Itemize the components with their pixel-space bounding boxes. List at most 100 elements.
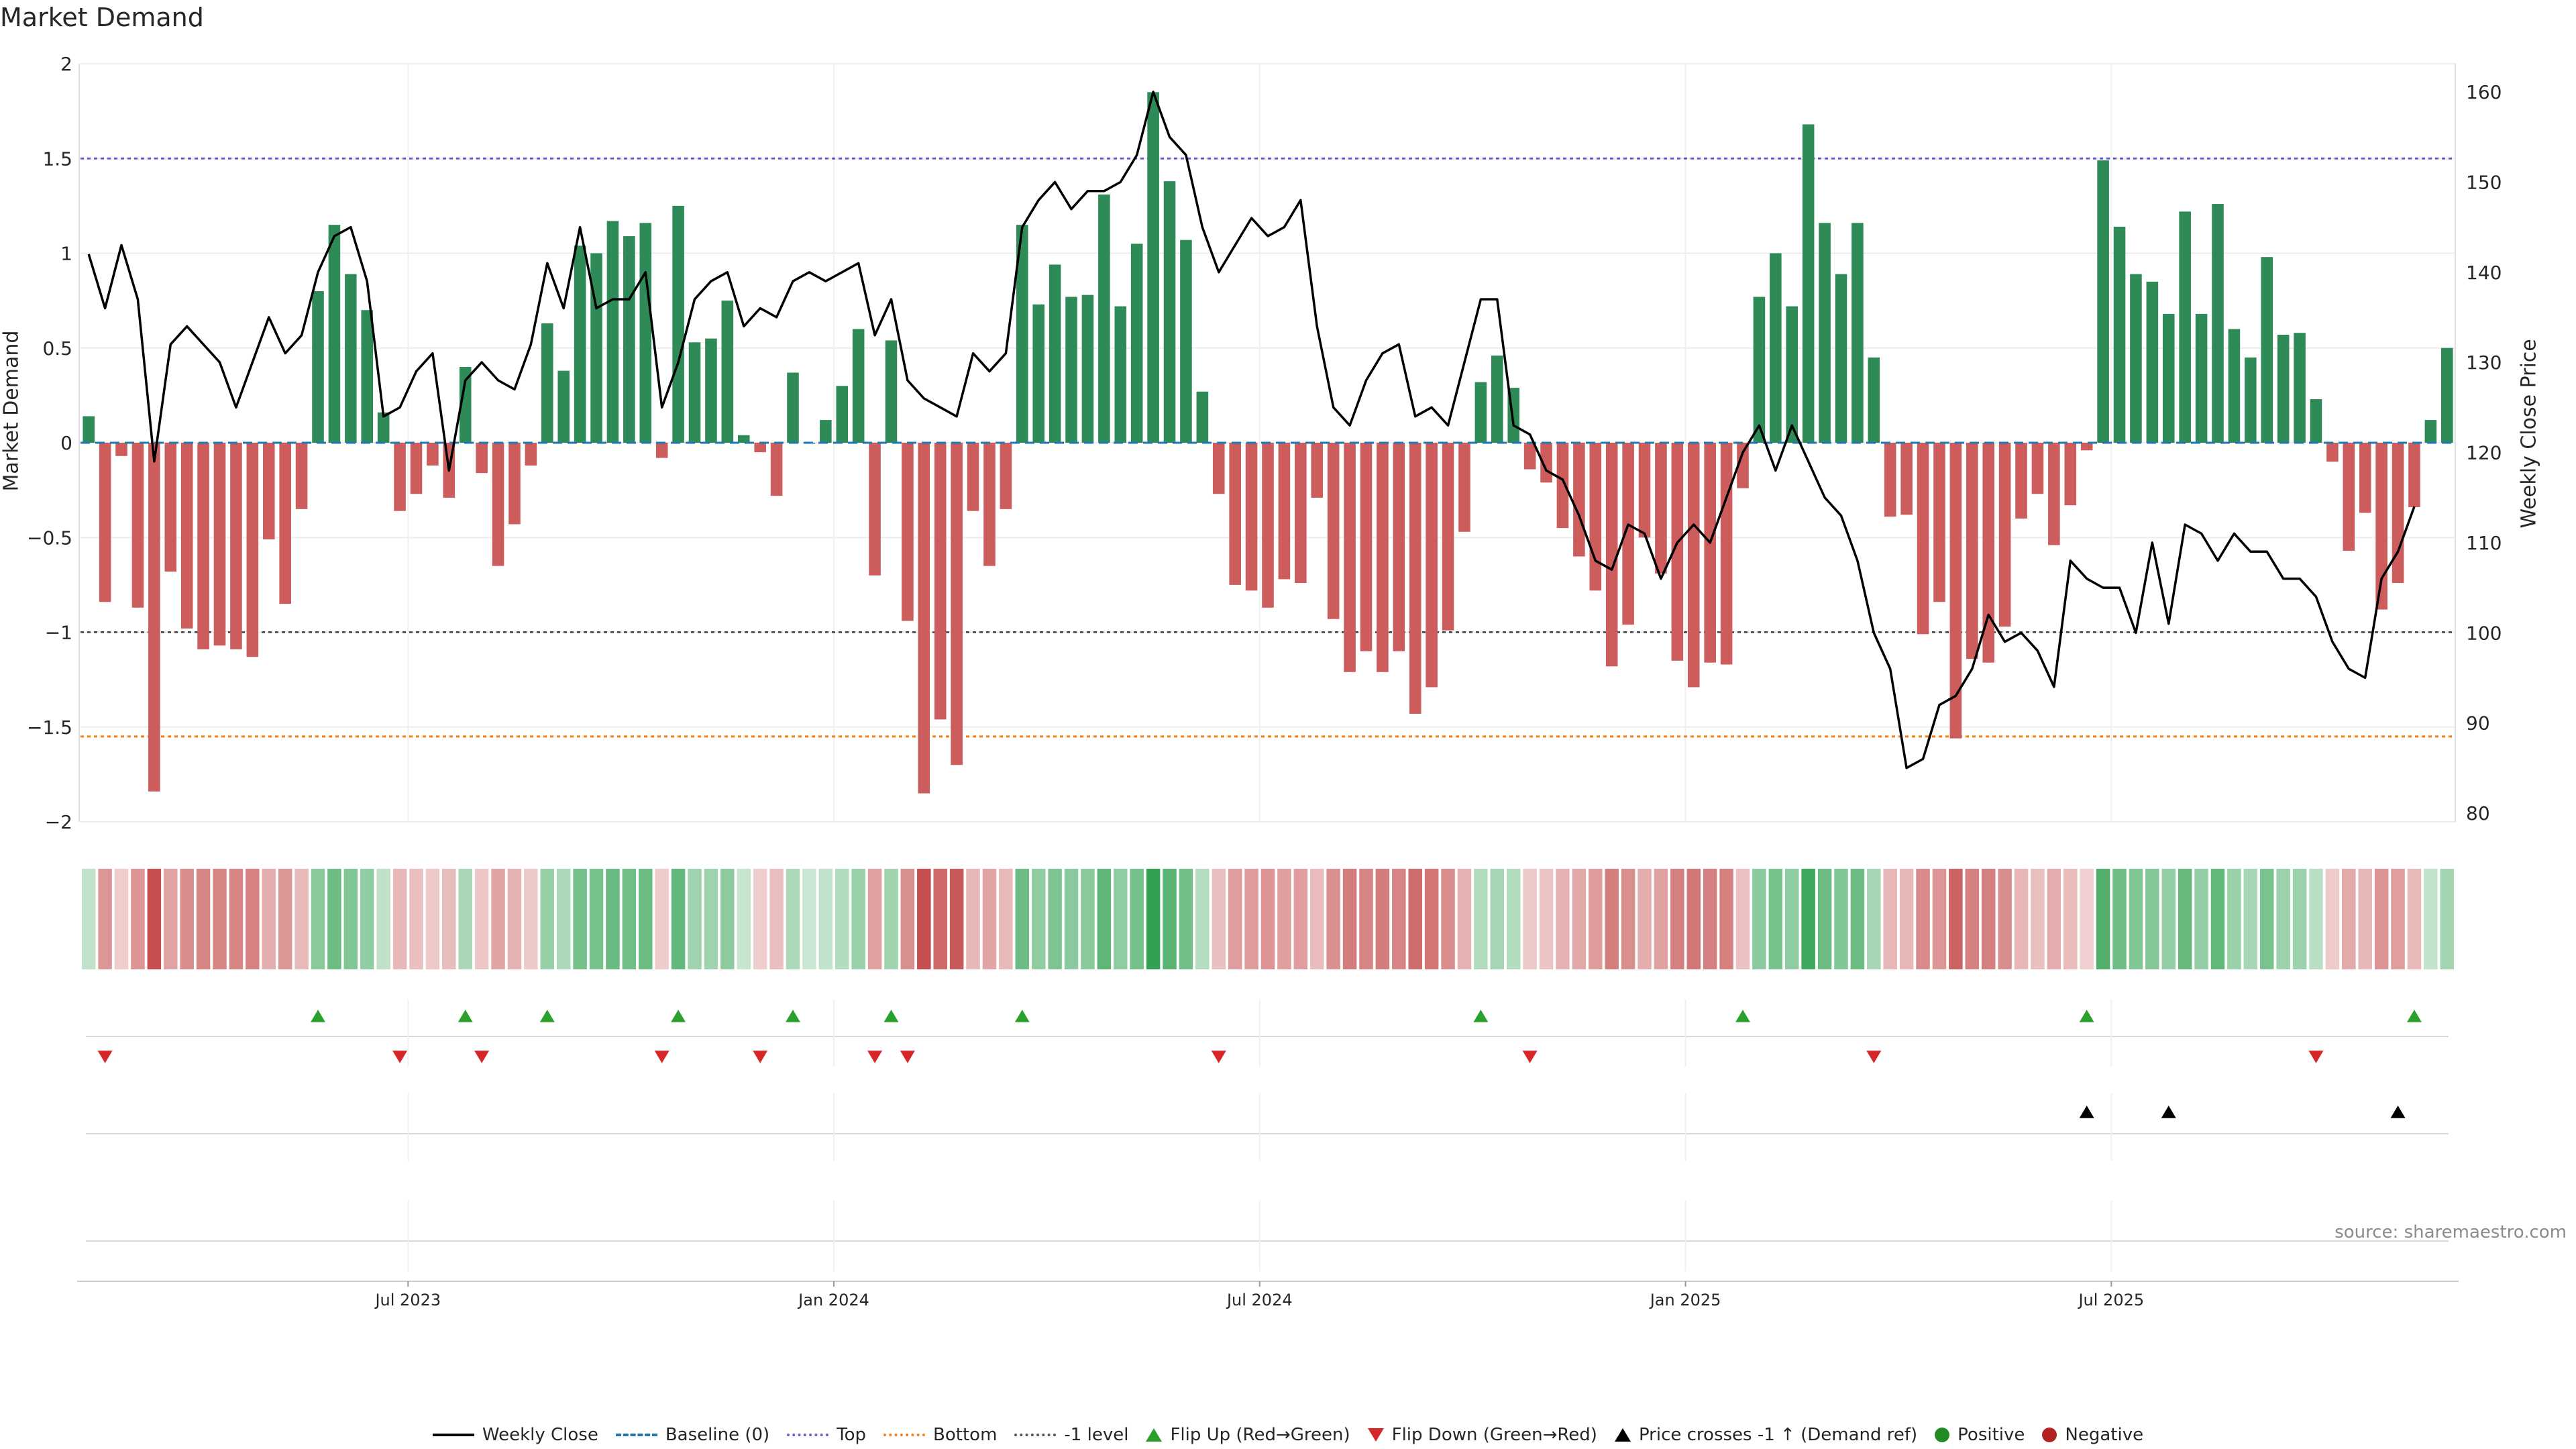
- flip-down-marker: [753, 1051, 768, 1063]
- dotted-swatch-icon: [787, 1434, 829, 1436]
- demand-bar: [1982, 443, 1994, 663]
- legend-bottom[interactable]: Bottom: [883, 1425, 997, 1445]
- x-axis: Jul 2023 Jan 2024 Jul 2024 Jan 2025 Jul 2025: [77, 1281, 2459, 1309]
- heat-cell: [2374, 869, 2389, 969]
- heat-cell: [1015, 869, 1030, 969]
- heat-cell: [851, 869, 865, 969]
- demand-bar: [869, 443, 881, 576]
- heat-cell: [343, 869, 358, 969]
- legend-positive[interactable]: Positive: [1935, 1425, 2025, 1445]
- heat-cell: [1768, 869, 1783, 969]
- reference-lines: [80, 157, 2455, 738]
- demand-bar: [836, 386, 849, 443]
- heat-cell: [425, 869, 440, 969]
- demand-bar: [246, 443, 259, 657]
- demand-bar: [606, 221, 619, 443]
- heat-cell: [1686, 869, 1701, 969]
- legend-flip-down[interactable]: Flip Down (Green→Red): [1367, 1425, 1597, 1445]
- flip-down-marker: [867, 1051, 883, 1063]
- demand-bar: [1295, 443, 1307, 584]
- demand-bar: [1949, 443, 1962, 739]
- heat-cell: [180, 869, 194, 969]
- heat-cell: [147, 869, 162, 969]
- left-y-axis: 2 1.5 1 0.5 0 −0.5 −1 −1.5 −2: [27, 53, 80, 833]
- heat-cell: [1703, 869, 1717, 969]
- left-tick-label: −2: [45, 811, 72, 833]
- demand-bar: [197, 443, 209, 649]
- legend-minus-one[interactable]: -1 level: [1014, 1425, 1128, 1445]
- legend-baseline[interactable]: Baseline (0): [615, 1425, 769, 1445]
- demand-bar: [1065, 297, 1077, 443]
- heat-cell: [1506, 869, 1521, 969]
- demand-bar: [1130, 244, 1143, 443]
- flip-up-marker: [1014, 1010, 1030, 1022]
- heat-cell: [474, 869, 489, 969]
- demand-bar: [1245, 443, 1258, 591]
- heat-cell: [1212, 869, 1226, 969]
- demand-bar: [1835, 274, 1847, 443]
- weekly-close-line: [80, 91, 2455, 769]
- legend-weekly-close[interactable]: Weekly Close: [432, 1425, 598, 1445]
- demand-bar: [459, 367, 472, 443]
- legend: Weekly Close Baseline (0) Top Bottom -1 …: [0, 1425, 2576, 1445]
- heat-cell: [999, 869, 1013, 969]
- demand-bar: [574, 246, 586, 443]
- demand-bar: [1196, 391, 1209, 443]
- heat-cell: [1130, 869, 1144, 969]
- heat-cell: [507, 869, 522, 969]
- heat-cell: [2178, 869, 2192, 969]
- heat-cell: [1326, 869, 1340, 969]
- demand-bar: [1377, 443, 1389, 672]
- heat-cell: [376, 869, 390, 969]
- heat-cell: [1309, 869, 1324, 969]
- weekly-close-polyline: [87, 91, 2416, 769]
- heat-cell: [704, 869, 718, 969]
- legend-flip-up[interactable]: Flip Up (Red→Green): [1146, 1425, 1350, 1445]
- demand-bar: [1163, 181, 1176, 443]
- demand-bar: [1262, 443, 1274, 608]
- demand-bar: [1655, 443, 1667, 574]
- heat-cell: [966, 869, 980, 969]
- legend-price-cross[interactable]: Price crosses -1 ↑ (Demand ref): [1614, 1425, 1917, 1445]
- demand-bar: [1032, 304, 1044, 443]
- demand-bar: [1016, 225, 1028, 443]
- heat-cell: [1408, 869, 1422, 969]
- demand-bar: [1933, 443, 1945, 602]
- demand-bar: [2375, 443, 2387, 610]
- heat-cell: [2227, 869, 2241, 969]
- heat-cell: [835, 869, 849, 969]
- demand-bar: [2162, 313, 2175, 443]
- heat-cell: [1916, 869, 1930, 969]
- demand-bar: [951, 443, 963, 765]
- heat-cell: [2276, 869, 2290, 969]
- legend-top[interactable]: Top: [787, 1425, 866, 1445]
- demand-bar: [1523, 443, 1536, 470]
- heat-cell: [639, 869, 653, 969]
- dotted-swatch-icon: [883, 1434, 926, 1436]
- demand-bar: [1491, 356, 1503, 443]
- demand-bar: [1114, 306, 1127, 443]
- demand-bar: [508, 443, 521, 525]
- demand-bar: [688, 342, 701, 443]
- heat-cell: [131, 869, 145, 969]
- demand-bar: [2080, 443, 2093, 451]
- heat-cell: [606, 869, 620, 969]
- demand-bar: [2343, 443, 2355, 551]
- demand-bar: [1687, 443, 1700, 688]
- demand-bar: [525, 443, 537, 466]
- flip-down-marker: [1866, 1051, 1882, 1063]
- demand-bar: [1868, 357, 1880, 443]
- heat-cell: [2080, 869, 2094, 969]
- right-tick-label: 110: [2466, 532, 2502, 554]
- flip-up-marker: [883, 1010, 899, 1022]
- heat-cell: [1605, 869, 1619, 969]
- demand-bar: [1638, 443, 1651, 538]
- demand-bar: [427, 443, 439, 466]
- price-cross-marker: [2079, 1106, 2094, 1118]
- right-y-axis: 160 150 140 130 120 110 100 90 80: [2455, 64, 2502, 824]
- demand-bar: [2261, 257, 2273, 443]
- legend-negative[interactable]: Negative: [2042, 1425, 2143, 1445]
- heat-cell: [409, 869, 423, 969]
- heat-cell: [1163, 869, 1177, 969]
- demand-bar: [983, 443, 996, 566]
